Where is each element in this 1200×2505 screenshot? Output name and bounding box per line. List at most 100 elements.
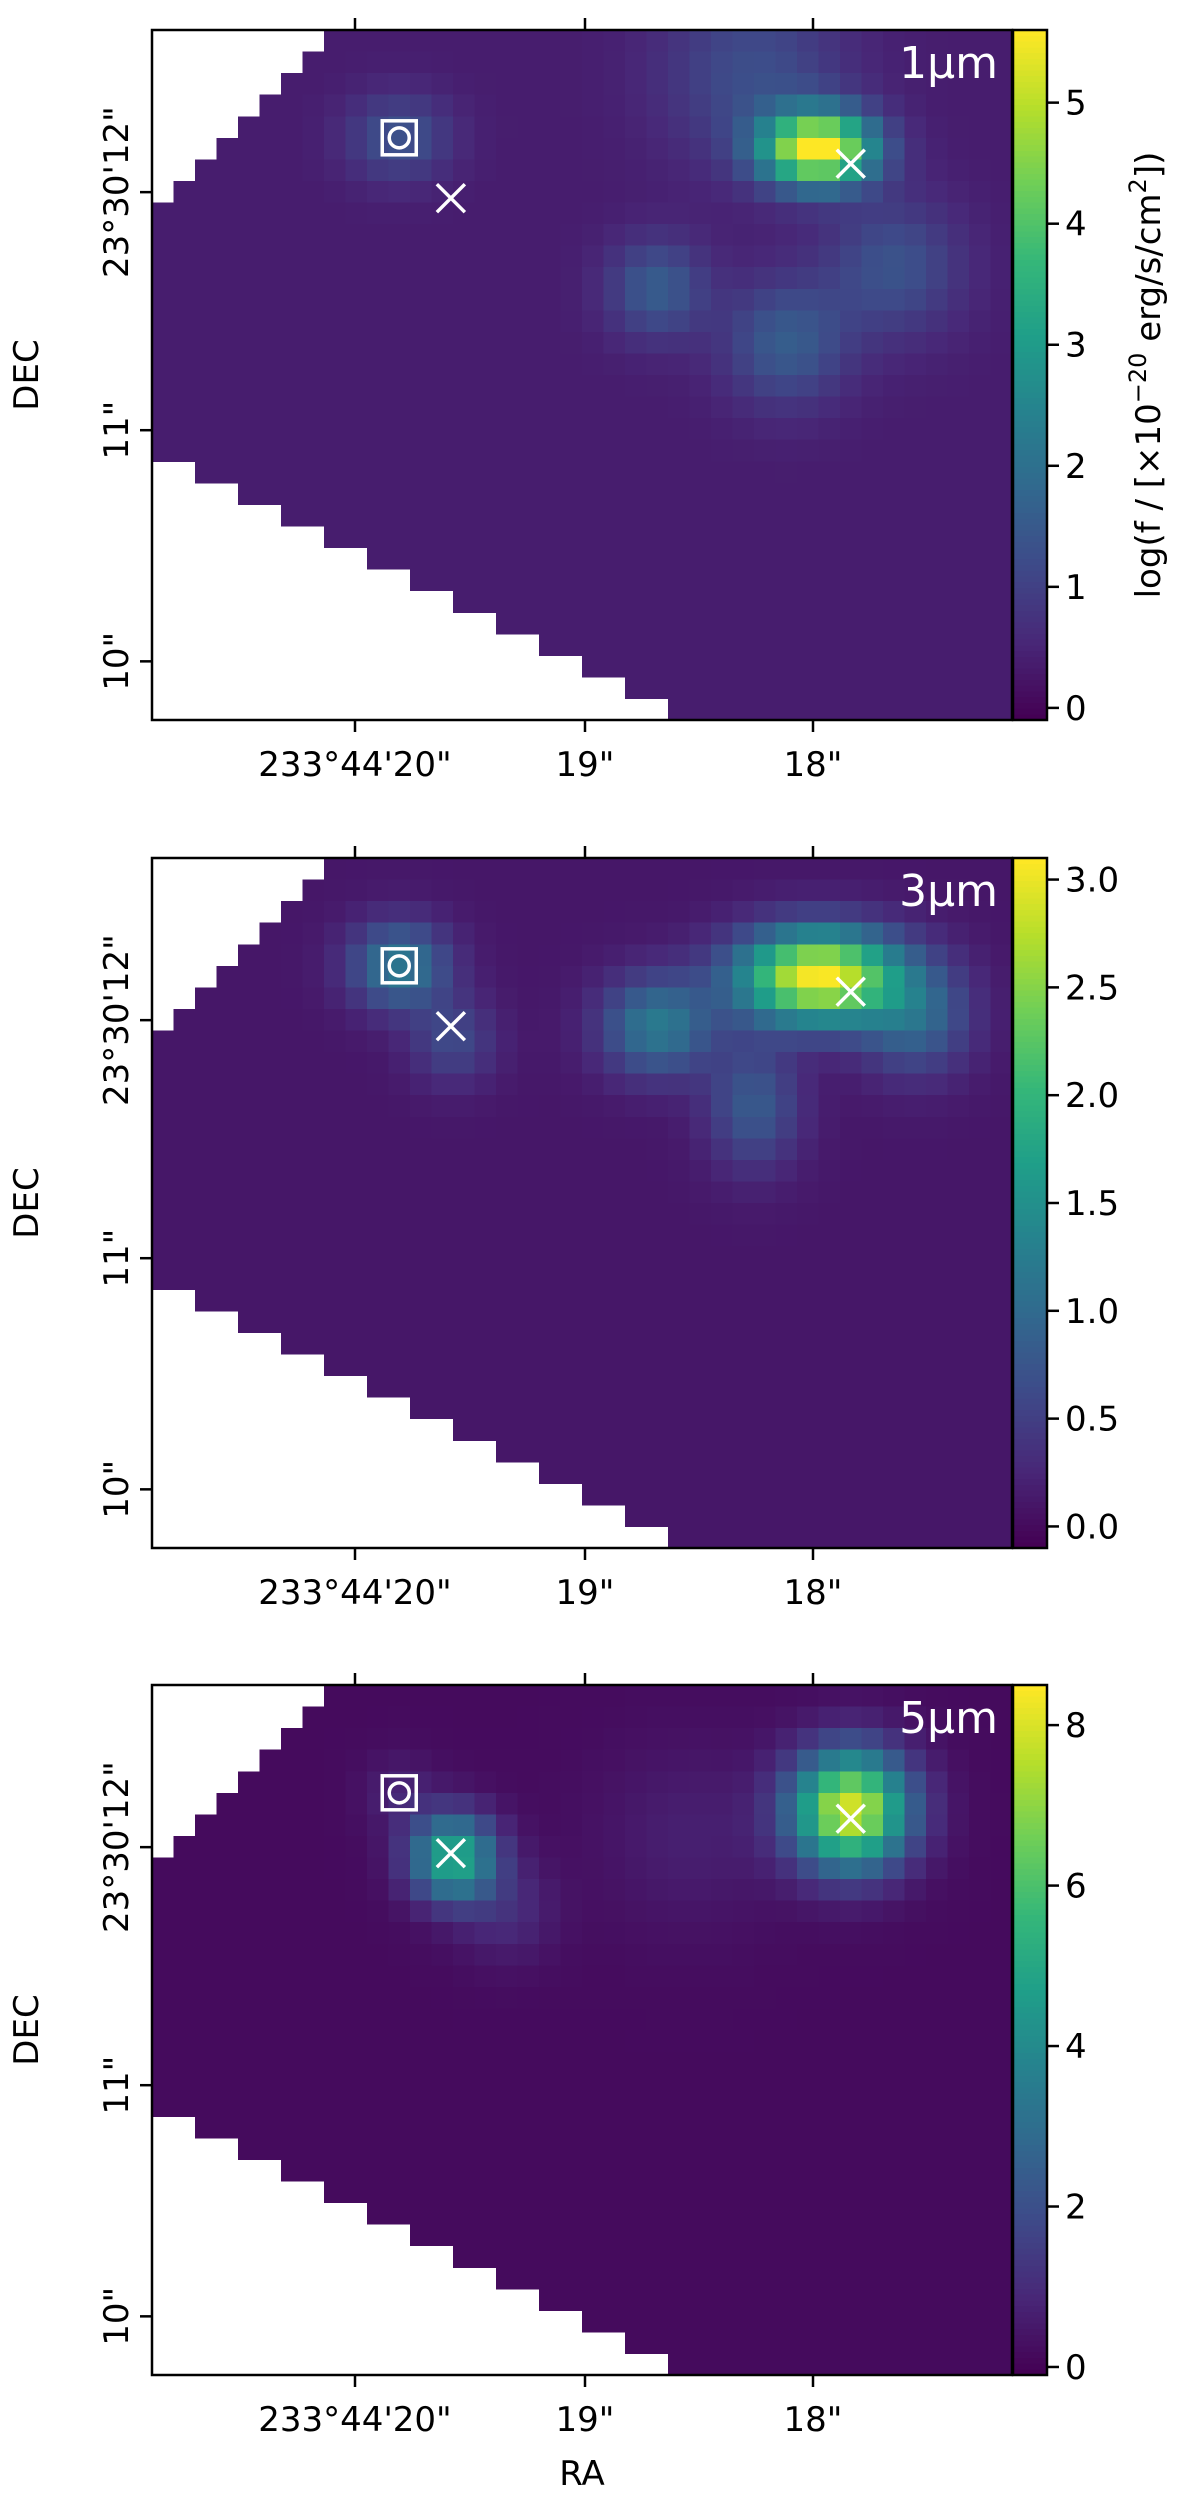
heatmap-pixel	[195, 267, 218, 290]
heatmap-pixel	[388, 245, 411, 268]
heatmap-pixel	[431, 1986, 454, 2010]
heatmap-pixel	[668, 2310, 691, 2333]
heatmap-pixel	[259, 1138, 282, 1161]
heatmap-pixel	[926, 698, 949, 721]
heatmap-pixel	[883, 51, 906, 74]
heatmap-pixel	[410, 1922, 433, 1945]
heatmap-pixel	[582, 1246, 605, 1269]
heatmap-pixel	[926, 1181, 949, 1204]
heatmap-pixel	[216, 1181, 239, 1204]
heatmap-pixel	[582, 310, 605, 333]
heatmap-pixel	[797, 504, 820, 527]
colorbar-step	[1013, 375, 1047, 382]
heatmap-pixel	[324, 1052, 347, 1075]
heatmap-pixel	[388, 1353, 411, 1377]
heatmap-pixel	[517, 202, 540, 225]
heatmap-pixel	[367, 439, 390, 462]
heatmap-pixel	[496, 2159, 519, 2182]
heatmap-pixel	[173, 1267, 196, 1290]
heatmap-pixel	[345, 2180, 368, 2204]
heatmap-pixel	[517, 987, 540, 1010]
heatmap-pixel	[259, 461, 282, 484]
heatmap-pixel	[216, 331, 239, 355]
heatmap-pixel	[732, 1440, 755, 1463]
heatmap-pixel	[345, 1900, 368, 1923]
heatmap-pixel	[646, 1289, 669, 1312]
heatmap-pixel	[926, 633, 949, 656]
heatmap-pixel	[539, 504, 562, 527]
heatmap-pixel	[883, 461, 906, 484]
heatmap-pixel	[560, 180, 583, 204]
heatmap-pixel	[152, 396, 175, 419]
heatmap-pixel	[496, 1418, 519, 1441]
heatmap-pixel	[582, 2008, 605, 2031]
heatmap-pixel	[539, 2094, 562, 2117]
heatmap-pixel	[345, 2051, 368, 2074]
heatmap-pixel	[496, 1030, 519, 1053]
wavelength-label: 3μm	[899, 866, 998, 917]
heatmap-pixel	[582, 353, 605, 376]
y-tick-label: 23°30'12"	[97, 106, 137, 278]
heatmap-pixel	[947, 1857, 970, 1880]
x-tick-label: 19"	[556, 745, 615, 785]
heatmap-pixel	[840, 1375, 863, 1398]
heatmap-pixel	[797, 1814, 820, 1837]
colorbar-step	[1013, 1851, 1047, 1859]
heatmap-pixel	[560, 633, 583, 656]
heatmap-pixel	[926, 2116, 949, 2139]
heatmap-pixel	[603, 2051, 626, 2074]
heatmap-pixel	[238, 375, 261, 398]
heatmap-pixel	[754, 396, 777, 419]
colorbar-step	[1013, 559, 1047, 566]
heatmap-pixel	[388, 73, 411, 96]
heatmap-pixel	[496, 1835, 519, 1859]
heatmap-pixel	[625, 482, 648, 505]
heatmap-pixel	[711, 1181, 734, 1204]
heatmap-pixel	[926, 331, 949, 355]
heatmap-pixel	[453, 116, 476, 139]
heatmap-pixel	[969, 1030, 992, 1053]
heatmap-pixel	[603, 2094, 626, 2117]
heatmap-pixel	[861, 2202, 884, 2225]
heatmap-pixel	[474, 525, 497, 549]
heatmap-pixel	[904, 1008, 927, 1032]
heatmap-pixel	[238, 396, 261, 419]
heatmap-pixel	[496, 1965, 519, 1988]
heatmap-pixel	[496, 1203, 519, 1226]
heatmap-pixel	[410, 331, 433, 355]
heatmap-pixel	[883, 2051, 906, 2074]
heatmap-pixel	[883, 2267, 906, 2290]
heatmap-pixel	[754, 1418, 777, 1441]
heatmap-pixel	[517, 547, 540, 570]
colorbar-step	[1013, 1312, 1047, 1319]
heatmap-pixel	[625, 590, 648, 613]
heatmap-pixel	[603, 2224, 626, 2247]
heatmap-pixel	[969, 2159, 992, 2182]
heatmap-pixel	[904, 1267, 927, 1290]
heatmap-pixel	[474, 310, 497, 333]
heatmap-pixel	[711, 1771, 734, 1794]
heatmap-pixel	[410, 1375, 433, 1398]
heatmap-pixel	[926, 1289, 949, 1312]
heatmap-pixel	[560, 1159, 583, 1183]
heatmap-pixel	[216, 987, 239, 1010]
heatmap-pixel	[711, 202, 734, 225]
colorbar-step	[1013, 1536, 1047, 1544]
colorbar-step	[1013, 1955, 1047, 1962]
heatmap-pixel	[539, 987, 562, 1010]
heatmap-pixel	[689, 375, 712, 398]
heatmap-pixel	[453, 1138, 476, 1161]
heatmap-pixel	[216, 1835, 239, 1859]
heatmap-pixel	[496, 1792, 519, 1815]
heatmap-pixel	[711, 1814, 734, 1837]
heatmap-pixel	[560, 396, 583, 419]
heatmap-pixel	[216, 461, 239, 484]
heatmap-pixel	[216, 1008, 239, 1032]
heatmap-pixel	[625, 633, 648, 656]
heatmap-pixel	[496, 590, 519, 613]
y-tick-label: 10"	[97, 2287, 137, 2346]
heatmap-pixel	[431, 1181, 454, 1204]
heatmap-pixel	[947, 180, 970, 204]
heatmap-pixel	[947, 2353, 970, 2376]
heatmap-pixel	[732, 1900, 755, 1923]
